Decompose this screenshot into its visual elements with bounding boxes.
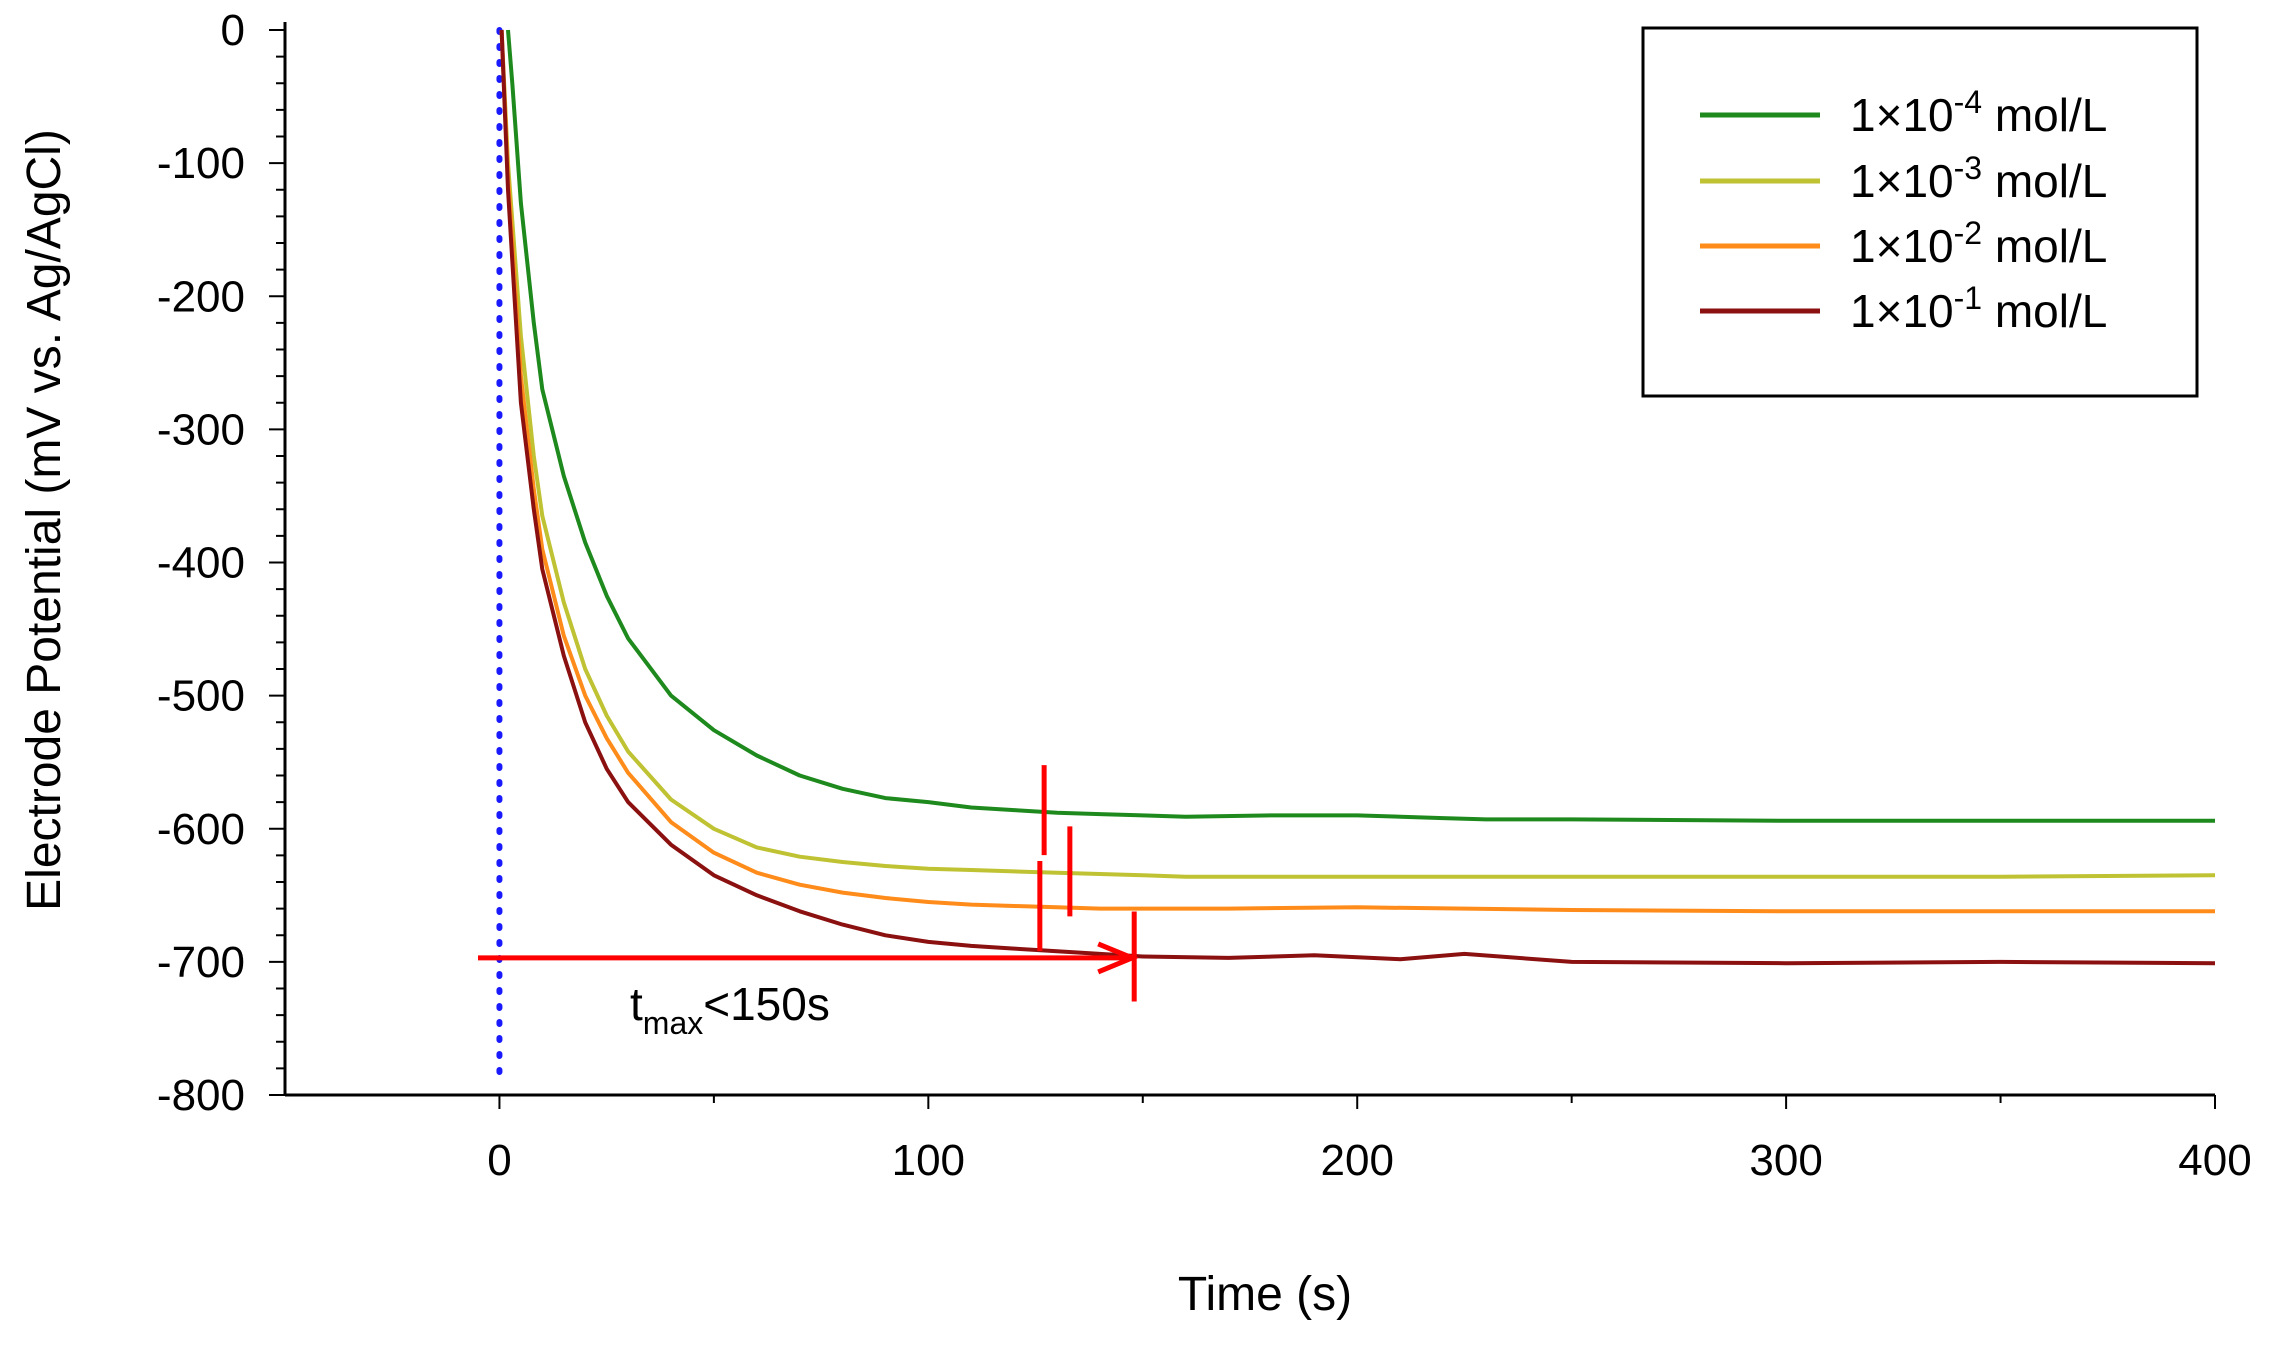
legend-label-1: 1×10-4 mol/L (1850, 84, 2107, 141)
y-tick-label: -100 (157, 139, 245, 188)
x-tick-label: 100 (892, 1136, 965, 1185)
x-tick-label: 400 (2178, 1136, 2251, 1185)
x-axis-title: Time (s) (1178, 1268, 1352, 1321)
series-line-2 (499, 29, 2216, 879)
legend: 1×10-4 mol/L 1×10-3 mol/L 1×10-2 mol/L 1×10… (1641, 26, 2199, 398)
legend-box (1641, 26, 2199, 398)
series-line-3 (499, 29, 2215, 914)
axes-group: 0 -100 -200 -300 -400 -500 -600 -700 -800 0 100 200… (157, 6, 2252, 1185)
y-tick-label: -700 (157, 938, 245, 987)
y-tick-label: -500 (157, 672, 245, 721)
series-group (499, 29, 2216, 966)
y-tick-label: -800 (157, 1071, 245, 1120)
x-tick-label: 200 (1321, 1136, 1394, 1185)
x-tick-label: 300 (1749, 1136, 1822, 1185)
y-tick-label: -400 (157, 539, 245, 588)
series-line-4 (499, 29, 2216, 966)
series-line-1 (506, 29, 2215, 823)
y-tick-label: 0 (221, 6, 245, 55)
y-tick-label: -200 (157, 272, 245, 321)
x-tick-label: 0 (487, 1136, 511, 1185)
legend-label-2: 1×10-3 mol/L (1850, 150, 2107, 207)
y-axis-title: Electrode Potential (mV vs. Ag/AgCl) (18, 129, 71, 911)
legend-label-4: 1×10-1 mol/L (1850, 280, 2107, 337)
legend-label-3: 1×10-2 mol/L (1850, 215, 2107, 272)
y-tick-label: -600 (157, 805, 245, 854)
tmax-label: tmax<150s (630, 978, 830, 1041)
y-tick-label: -300 (157, 405, 245, 454)
annotation-group: tmax<150s (478, 765, 1139, 1041)
tmax-arrow-head (1097, 941, 1139, 975)
